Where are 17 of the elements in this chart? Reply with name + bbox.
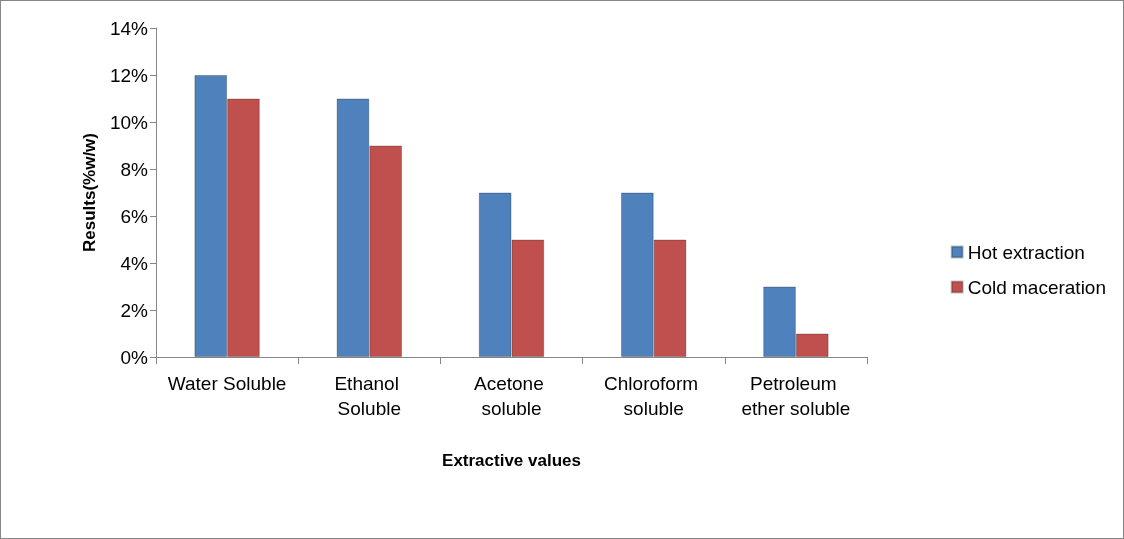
y-tick-label: 4% (120, 252, 149, 274)
y-tick-label: 2% (120, 299, 149, 321)
x-tick-label: Petroleum ether soluble (741, 373, 851, 419)
x-tick-label: Ethanol Soluble (334, 373, 405, 419)
x-tick-label: Chloroform soluble (604, 373, 704, 419)
y-tick-label: 14% (109, 17, 149, 39)
y-tick-label: 10% (109, 111, 149, 133)
y-axis-title: Results(%w/w) (80, 132, 99, 253)
y-tick-label: 0% (120, 346, 149, 368)
legend-label: Hot extraction (967, 241, 1085, 263)
x-axis-title: Extractive values (442, 451, 581, 470)
x-tick-label: Acetone soluble (474, 373, 549, 419)
x-tick-label: Water Soluble (167, 373, 287, 394)
y-tick-label: 12% (109, 64, 149, 86)
legend-label: Cold maceration (967, 276, 1106, 298)
y-tick-label: 6% (120, 205, 149, 227)
y-tick-label: 8% (120, 158, 149, 180)
